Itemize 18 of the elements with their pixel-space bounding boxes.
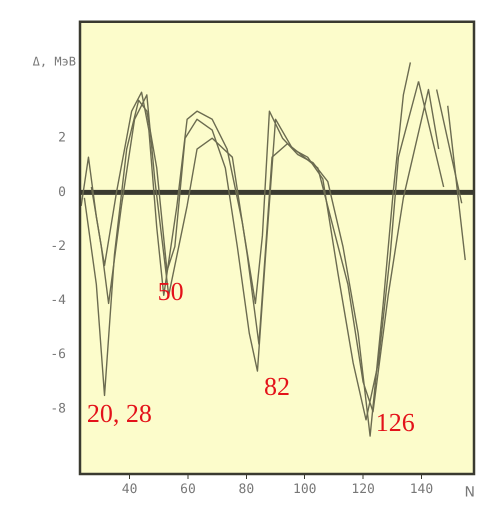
annotation: 82	[264, 372, 290, 401]
x-tick-label: 140	[410, 482, 434, 498]
y-tick-label: -6	[50, 347, 66, 362]
annotation: 20, 28	[86, 399, 152, 428]
x-tick-label: 100	[292, 482, 316, 498]
x-tick-label: 40	[122, 482, 138, 498]
annotation: 50	[158, 276, 184, 306]
y-tick-label: -2	[50, 238, 66, 254]
annotation: 126	[376, 408, 415, 438]
x-tick-label: 60	[180, 482, 196, 498]
y-tick-label: 0	[58, 184, 66, 200]
y-tick-label: -4	[50, 293, 66, 308]
y-tick-label: 2	[58, 130, 66, 146]
x-axis-title: N	[464, 484, 475, 501]
x-tick-label: 120	[351, 482, 375, 498]
x-tick-label: 80	[238, 482, 254, 498]
y-tick-label: -8	[50, 401, 66, 416]
y-axis-title: Δ, МэВ	[32, 54, 76, 68]
